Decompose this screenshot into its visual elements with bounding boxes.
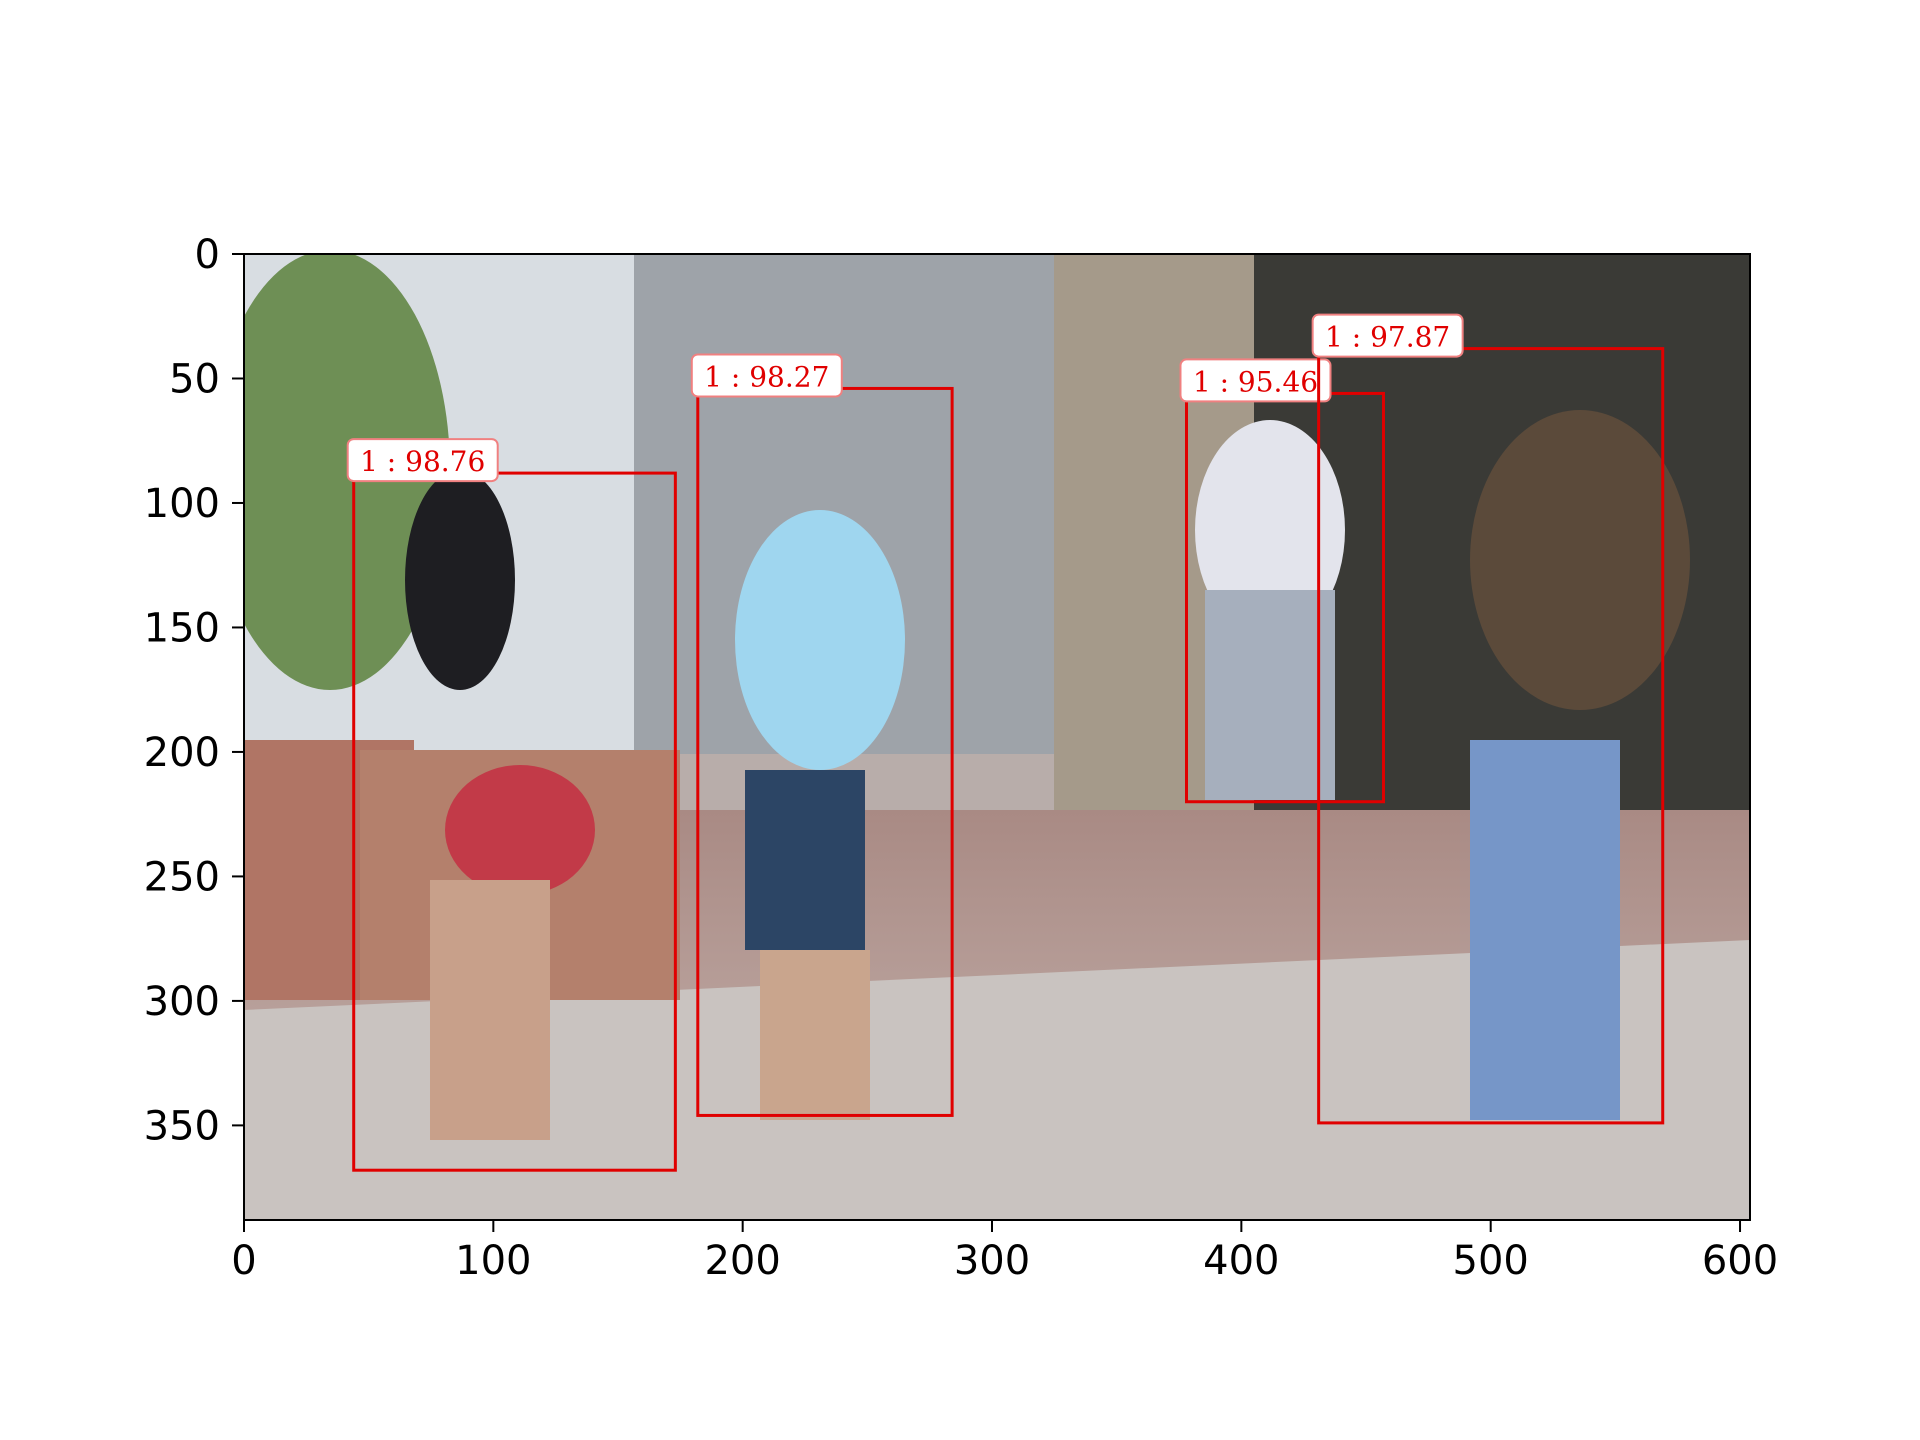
y-tick-label: 200 [144,730,220,776]
y-tick-label: 0 [195,232,220,278]
x-tick-label: 500 [1453,1238,1529,1284]
y-tick-label: 150 [144,605,220,651]
detection-label-bg [346,438,499,483]
x-tick-label: 200 [704,1238,780,1284]
detection-label: 1 : 95.46 [1193,365,1318,398]
detection-label: 1 : 98.76 [360,445,485,478]
plot-area [243,253,1751,1221]
ticks-layer: 0 100 200 300 400 500 600 0 50 100 150 200 250 300 350 [144,232,1779,1284]
detection-label-bg [1179,358,1332,403]
detection-label: 1 : 98.27 [704,360,829,393]
y-tick-label: 350 [144,1103,220,1149]
y-tick-label: 100 [144,481,220,527]
detection-box [1317,347,1665,1125]
y-tick-label: 300 [144,979,220,1025]
y-tick-label: 250 [144,854,220,900]
photo-image [244,254,1750,1220]
detection-label: 1 : 97.87 [1325,321,1450,354]
detection-label-bg [1311,313,1464,358]
x-tick-label: 300 [954,1238,1030,1284]
x-tick-label: 600 [1702,1238,1778,1284]
detections-layer: 1 : 98.76 1 : 98.27 1 : 95.461 : 97.87 [346,313,1665,1172]
detection-label-bg [690,353,843,398]
y-tick-label: 50 [169,356,220,402]
x-tick-label: 400 [1203,1238,1279,1284]
detection-box [352,471,677,1172]
x-tick-label: 0 [231,1238,256,1284]
x-tick-label: 100 [455,1238,531,1284]
